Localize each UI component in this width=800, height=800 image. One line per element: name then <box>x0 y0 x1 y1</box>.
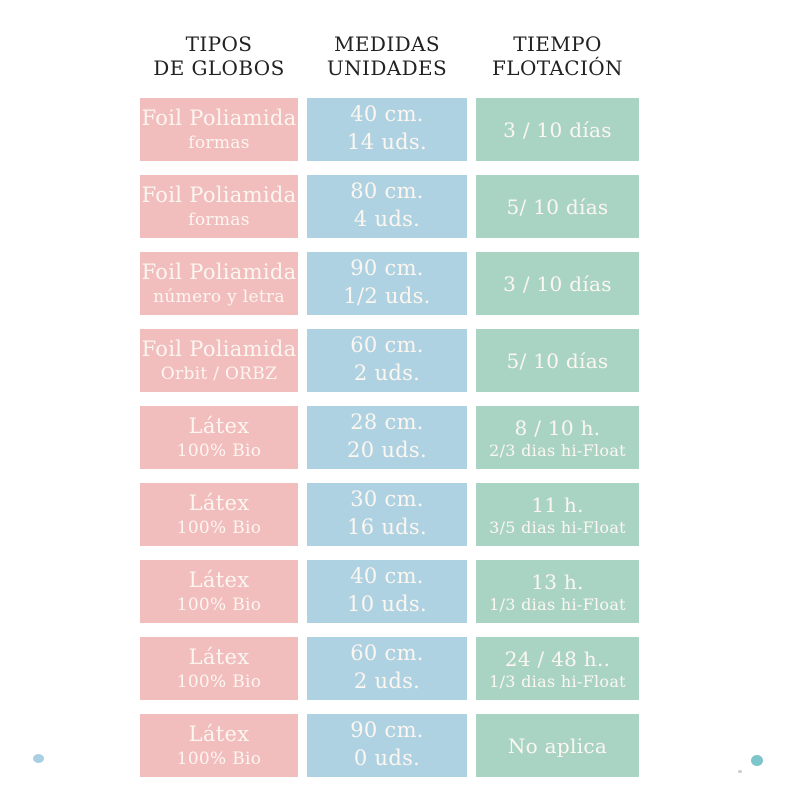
cell-line1: 8 / 10 h. <box>514 415 601 440</box>
header-line: MEDIDAS <box>334 31 440 56</box>
cell-line1: No aplica <box>507 733 608 758</box>
header-line: TIPOS <box>185 31 253 56</box>
cell-tipo: Látex 100% Bio <box>140 406 298 469</box>
header-line: DE GLOBOS <box>153 56 285 80</box>
cell-line2: 14 uds. <box>347 129 427 154</box>
cell-line1: 5/ 10 días <box>506 194 609 219</box>
cell-medida: 60 cm. 2 uds. <box>307 637 467 700</box>
cell-tipo: Látex 100% Bio <box>140 714 298 777</box>
cell-tiempo: No aplica <box>476 714 639 777</box>
cell-tipo: Foil Poliamida formas <box>140 175 298 238</box>
cell-line1: 90 cm. <box>350 717 424 742</box>
cell-line2: 2 uds. <box>353 360 421 385</box>
cell-line2: 3/5 dias hi-Float <box>489 517 626 537</box>
cell-medida: 40 cm. 10 uds. <box>307 560 467 623</box>
cell-line2: 1/2 uds. <box>343 283 431 308</box>
cell-tiempo: 8 / 10 h. 2/3 dias hi-Float <box>476 406 639 469</box>
cell-line1: 3 / 10 días <box>503 271 612 296</box>
cell-line1: Foil Poliamida <box>141 260 297 285</box>
cell-medida: 30 cm. 16 uds. <box>307 483 467 546</box>
cell-line1: Foil Poliamida <box>141 183 297 208</box>
cell-line1: Látex <box>188 645 250 670</box>
cell-tipo: Látex 100% Bio <box>140 560 298 623</box>
cell-line2: 4 uds. <box>353 206 421 231</box>
cell-line1: 24 / 48 h.. <box>504 646 611 671</box>
cell-tipo: Foil Poliamida formas <box>140 98 298 161</box>
cell-line1: 60 cm. <box>350 332 424 357</box>
header-line: TIEMPO <box>513 31 602 56</box>
cell-line2: 0 uds. <box>353 745 421 770</box>
cell-medida: 28 cm. 20 uds. <box>307 406 467 469</box>
decorative-speck <box>738 770 742 773</box>
column-header-medidas-unidades: MEDIDAS UNIDADES <box>307 28 467 84</box>
cell-line1: 40 cm. <box>350 563 424 588</box>
cell-line1: 80 cm. <box>350 178 424 203</box>
decorative-dot-left <box>33 754 44 763</box>
cell-line1: Látex <box>188 414 250 439</box>
cell-line2: 100% Bio <box>176 594 262 615</box>
cell-line1: 3 / 10 días <box>503 117 612 142</box>
cell-tiempo: 13 h. 1/3 dias hi-Float <box>476 560 639 623</box>
cell-medida: 90 cm. 1/2 uds. <box>307 252 467 315</box>
cell-medida: 60 cm. 2 uds. <box>307 329 467 392</box>
cell-line1: 5/ 10 días <box>506 348 609 373</box>
cell-medida: 90 cm. 0 uds. <box>307 714 467 777</box>
cell-line2: 1/3 dias hi-Float <box>489 594 626 614</box>
cell-tiempo: 5/ 10 días <box>476 329 639 392</box>
cell-line1: 30 cm. <box>350 486 424 511</box>
cell-tiempo: 3 / 10 días <box>476 98 639 161</box>
cell-line2: formas <box>188 132 250 153</box>
decorative-dot-right <box>751 755 763 766</box>
cell-line2: Orbit / ORBZ <box>160 363 278 384</box>
column-header-tipos-de-globos: TIPOS DE GLOBOS <box>140 28 298 84</box>
cell-line2: 100% Bio <box>176 440 262 461</box>
cell-tipo: Látex 100% Bio <box>140 637 298 700</box>
cell-medida: 40 cm. 14 uds. <box>307 98 467 161</box>
cell-line1: Foil Poliamida <box>141 337 297 362</box>
cell-line1: 60 cm. <box>350 640 424 665</box>
cell-line2: número y letra <box>153 286 285 307</box>
cell-line1: Látex <box>188 491 250 516</box>
cell-line1: 40 cm. <box>350 101 424 126</box>
cell-tiempo: 5/ 10 días <box>476 175 639 238</box>
cell-tiempo: 3 / 10 días <box>476 252 639 315</box>
header-line: FLOTACIÓN <box>492 56 623 80</box>
cell-line1: Látex <box>188 722 250 747</box>
cell-tipo: Látex 100% Bio <box>140 483 298 546</box>
cell-tiempo: 11 h. 3/5 dias hi-Float <box>476 483 639 546</box>
cell-medida: 80 cm. 4 uds. <box>307 175 467 238</box>
cell-line2: 2/3 dias hi-Float <box>489 440 626 460</box>
cell-line1: Foil Poliamida <box>141 106 297 131</box>
cell-line1: 28 cm. <box>350 409 424 434</box>
cell-line2: 10 uds. <box>347 591 427 616</box>
cell-line2: formas <box>188 209 250 230</box>
cell-line1: Látex <box>188 568 250 593</box>
cell-line1: 90 cm. <box>350 255 424 280</box>
cell-line2: 1/3 dias hi-Float <box>489 671 626 691</box>
table-grid: TIPOS DE GLOBOS MEDIDAS UNIDADES TIEMPO … <box>140 28 639 777</box>
cell-line2: 100% Bio <box>176 748 262 769</box>
cell-line2: 100% Bio <box>176 517 262 538</box>
cell-tipo: Foil Poliamida Orbit / ORBZ <box>140 329 298 392</box>
cell-line1: 13 h. <box>531 569 584 594</box>
cell-line2: 2 uds. <box>353 668 421 693</box>
cell-line2: 100% Bio <box>176 671 262 692</box>
header-line: UNIDADES <box>326 56 448 80</box>
cell-line2: 16 uds. <box>347 514 427 539</box>
cell-tipo: Foil Poliamida número y letra <box>140 252 298 315</box>
cell-line2: 20 uds. <box>347 437 427 462</box>
cell-line1: 11 h. <box>531 492 584 517</box>
column-header-tiempo-flotacion: TIEMPO FLOTACIÓN <box>476 28 639 84</box>
cell-tiempo: 24 / 48 h.. 1/3 dias hi-Float <box>476 637 639 700</box>
